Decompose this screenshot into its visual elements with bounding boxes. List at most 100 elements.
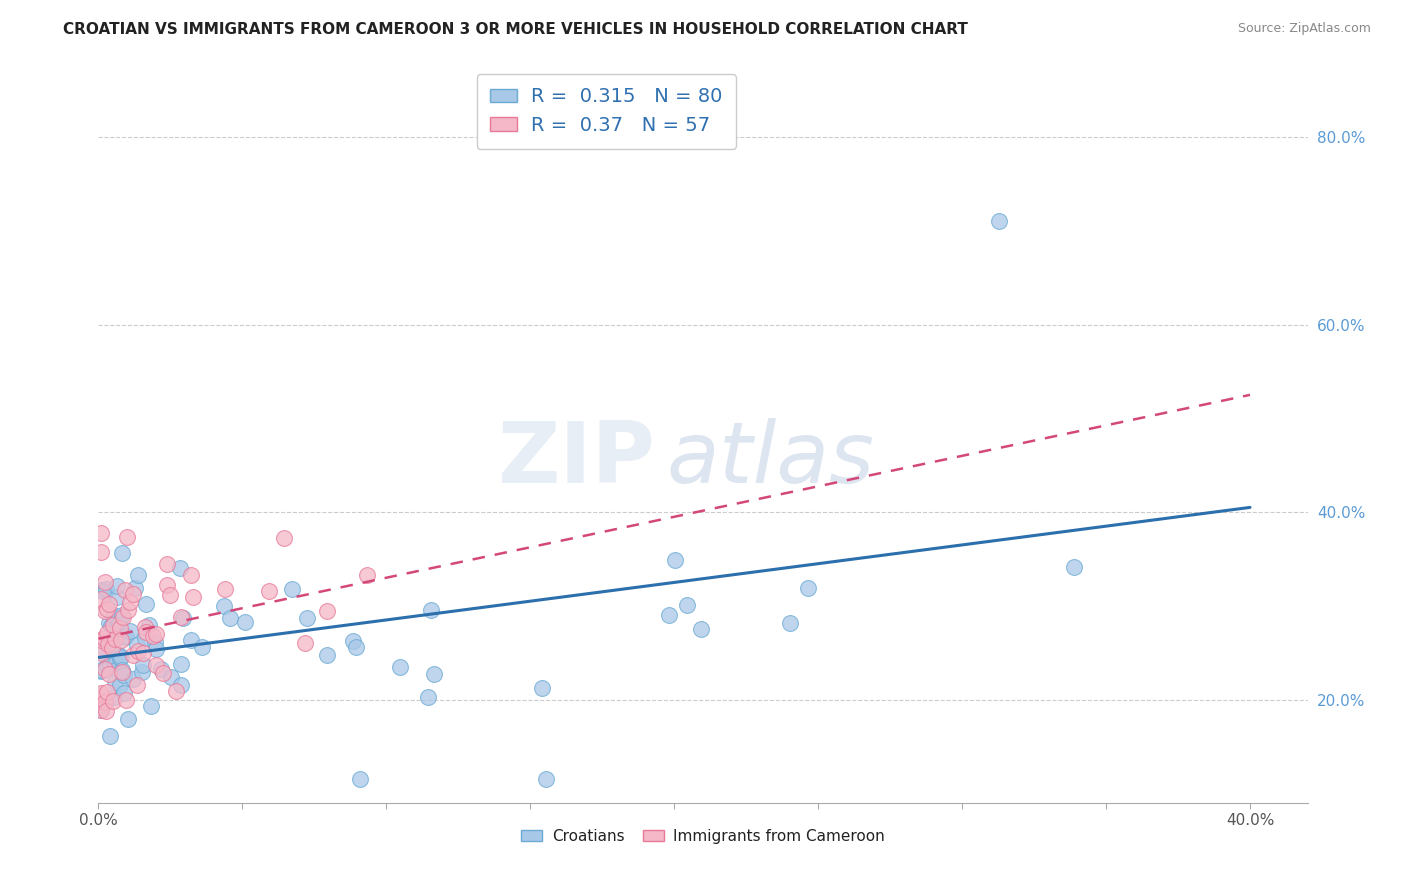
Point <box>101 694 124 708</box>
Point <box>259 583 281 598</box>
Point <box>690 623 713 637</box>
Point <box>90 703 112 717</box>
Point <box>675 598 697 612</box>
Point <box>138 618 160 632</box>
Point <box>101 641 124 656</box>
Point <box>145 657 167 672</box>
Point <box>142 629 165 643</box>
Point <box>344 640 367 655</box>
Point <box>112 686 135 700</box>
Point <box>98 729 121 743</box>
Point <box>90 686 112 700</box>
Point <box>90 663 112 677</box>
Point <box>111 608 134 623</box>
Point <box>132 657 155 672</box>
Point <box>108 617 131 632</box>
Point <box>219 611 242 625</box>
Legend: Croatians, Immigrants from Cameroon: Croatians, Immigrants from Cameroon <box>515 822 891 850</box>
Point <box>90 646 112 660</box>
Point <box>111 665 134 679</box>
Point <box>416 690 439 704</box>
Point <box>112 610 135 624</box>
Point <box>988 214 1011 228</box>
Point <box>135 597 157 611</box>
Point <box>96 634 118 648</box>
Point <box>389 659 412 673</box>
Point <box>420 603 443 617</box>
Point <box>536 772 558 787</box>
Point <box>93 574 115 589</box>
Point <box>111 663 134 677</box>
Point <box>90 664 112 678</box>
Point <box>117 712 139 726</box>
Point <box>108 678 131 692</box>
Point <box>139 699 162 714</box>
Point <box>156 578 179 592</box>
Point <box>103 690 125 704</box>
Point <box>107 617 129 632</box>
Point <box>796 581 818 595</box>
Point <box>423 667 446 681</box>
Point <box>114 692 136 706</box>
Point <box>100 619 122 633</box>
Point <box>103 608 125 623</box>
Point <box>127 568 149 582</box>
Point <box>233 615 256 629</box>
Point <box>98 615 121 630</box>
Point <box>103 630 125 644</box>
Point <box>134 620 156 634</box>
Point <box>779 616 801 631</box>
Point <box>145 627 167 641</box>
Point <box>214 582 236 597</box>
Text: atlas: atlas <box>666 417 875 500</box>
Point <box>112 668 135 682</box>
Point <box>127 643 149 657</box>
Point <box>104 632 127 646</box>
Point <box>132 646 155 660</box>
Point <box>90 545 112 559</box>
Point <box>664 553 686 567</box>
Point <box>212 599 235 613</box>
Point <box>105 661 128 675</box>
Point <box>316 604 339 618</box>
Point <box>356 567 378 582</box>
Point <box>180 567 202 582</box>
Point <box>124 582 146 596</box>
Point <box>90 633 112 648</box>
Point <box>152 665 174 680</box>
Point <box>94 695 117 709</box>
Point <box>531 681 554 695</box>
Point <box>342 633 364 648</box>
Point <box>145 641 167 656</box>
Point <box>181 591 204 605</box>
Point <box>134 631 156 645</box>
Point <box>90 526 112 541</box>
Point <box>169 561 191 575</box>
Point <box>125 677 148 691</box>
Point <box>96 601 118 615</box>
Point <box>105 579 128 593</box>
Point <box>1063 560 1085 574</box>
Point <box>349 772 371 787</box>
Point <box>122 587 145 601</box>
Point <box>108 651 131 665</box>
Point <box>180 632 202 647</box>
Point <box>114 582 136 597</box>
Point <box>93 645 115 659</box>
Point <box>117 603 139 617</box>
Point <box>294 636 316 650</box>
Point <box>170 657 193 672</box>
Point <box>90 591 112 606</box>
Text: CROATIAN VS IMMIGRANTS FROM CAMEROON 3 OR MORE VEHICLES IN HOUSEHOLD CORRELATION: CROATIAN VS IMMIGRANTS FROM CAMEROON 3 O… <box>63 22 969 37</box>
Point <box>96 685 118 699</box>
Point <box>120 624 142 639</box>
Point <box>94 603 117 617</box>
Point <box>172 611 194 625</box>
Point <box>103 617 125 632</box>
Point <box>658 608 681 623</box>
Point <box>115 629 138 643</box>
Point <box>135 625 157 640</box>
Point <box>93 631 115 645</box>
Point <box>96 659 118 673</box>
Point <box>108 648 131 663</box>
